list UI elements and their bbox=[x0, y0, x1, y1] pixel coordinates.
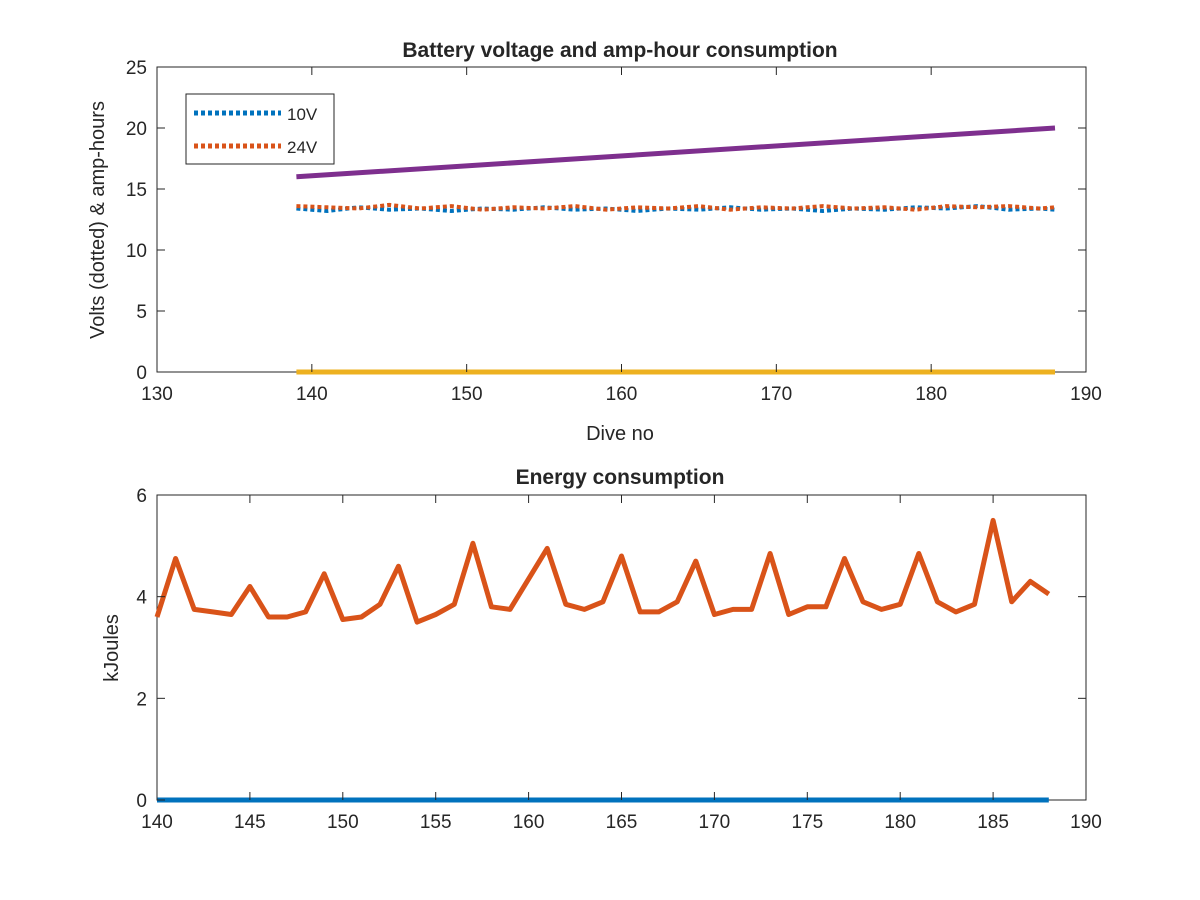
y-axis-label: kJoules bbox=[101, 614, 123, 682]
x-axis-ticks: 140 145 150 155 160 165 170 175 180 185 190 bbox=[141, 495, 1102, 833]
y-axis-ticks: 0 2 4 6 bbox=[136, 486, 1086, 812]
x-tick-label: 170 bbox=[699, 812, 731, 833]
voltage-chart: Battery voltage and amp-hour consumption… bbox=[87, 39, 1102, 445]
x-tick-label: 130 bbox=[141, 384, 173, 405]
x-tick-label: 175 bbox=[791, 812, 823, 833]
y-axis-ticks: 0 5 10 15 20 25 bbox=[126, 58, 1086, 384]
x-tick-label: 160 bbox=[606, 384, 638, 405]
y-tick-label: 25 bbox=[126, 58, 147, 79]
y-tick-label: 4 bbox=[136, 588, 147, 609]
x-tick-label: 190 bbox=[1070, 812, 1102, 833]
energy-chart: Energy consumption 140 145 150 155 160 165 170… bbox=[101, 466, 1102, 833]
legend: 10V 24V bbox=[185, 93, 335, 165]
x-tick-label: 140 bbox=[296, 384, 328, 405]
y-axis-label: Volts (dotted) & amp-hours bbox=[87, 101, 109, 339]
x-tick-label: 155 bbox=[420, 812, 452, 833]
y-tick-label: 15 bbox=[126, 180, 147, 201]
y-tick-label: 20 bbox=[126, 119, 147, 140]
series-line-2 bbox=[296, 125, 1056, 180]
x-tick-label: 140 bbox=[141, 812, 173, 833]
x-tick-label: 170 bbox=[760, 384, 792, 405]
x-tick-label: 180 bbox=[884, 812, 916, 833]
x-tick-label: 145 bbox=[234, 812, 266, 833]
y-tick-label: 6 bbox=[136, 486, 147, 507]
chart-title: Energy consumption bbox=[516, 466, 725, 489]
series-layer bbox=[296, 125, 1056, 375]
y-tick-label: 2 bbox=[136, 689, 147, 710]
legend-label-10v: 10V bbox=[287, 105, 318, 124]
x-tick-label: 185 bbox=[977, 812, 1009, 833]
y-tick-label: 5 bbox=[136, 302, 147, 323]
x-tick-label: 150 bbox=[451, 384, 483, 405]
y-tick-label: 0 bbox=[136, 363, 147, 384]
x-tick-label: 160 bbox=[513, 812, 545, 833]
legend-label-24v: 24V bbox=[287, 138, 318, 157]
y-tick-label: 10 bbox=[126, 241, 147, 262]
x-axis-ticks: 130 140 150 160 170 180 190 bbox=[141, 67, 1102, 405]
series-line-0 bbox=[154, 517, 1051, 625]
plot-area bbox=[156, 494, 1087, 801]
x-tick-label: 165 bbox=[606, 812, 638, 833]
series-line-1 bbox=[296, 202, 1056, 212]
y-tick-label: 0 bbox=[136, 791, 147, 812]
x-tick-label: 190 bbox=[1070, 384, 1102, 405]
chart-title: Battery voltage and amp-hour consumption bbox=[402, 39, 837, 62]
legend-box bbox=[185, 93, 335, 165]
x-axis-label: Dive no bbox=[586, 423, 654, 445]
x-tick-label: 180 bbox=[915, 384, 947, 405]
x-tick-label: 150 bbox=[327, 812, 359, 833]
